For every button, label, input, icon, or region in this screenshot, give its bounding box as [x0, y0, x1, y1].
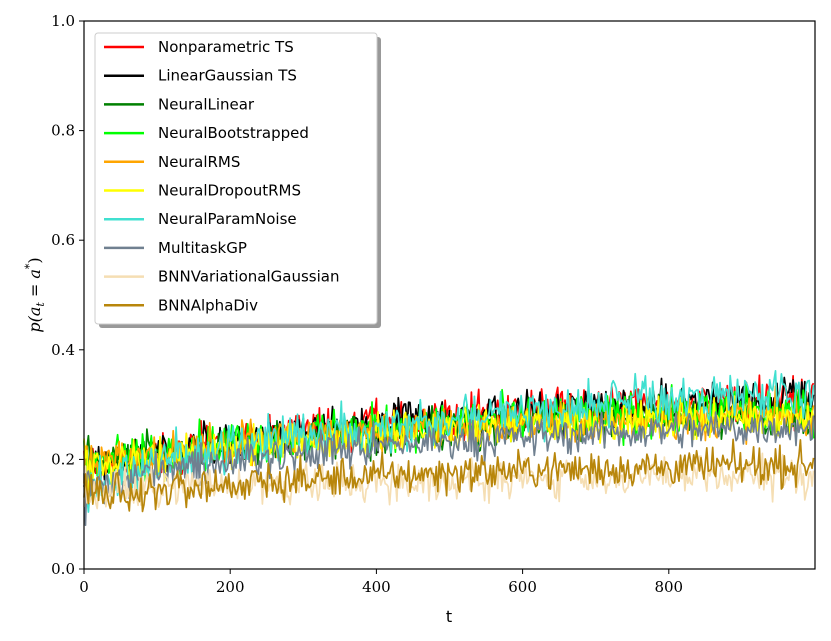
y-tick-label: 0.2: [51, 450, 75, 468]
legend-label: NeuralBootstrapped: [158, 124, 309, 142]
series-line-bnnalphadiv: [83, 438, 815, 513]
series-line-neuralparamnoise: [83, 370, 815, 513]
legend-label: BNNVariationalGaussian: [158, 268, 339, 286]
y-tick-label: 0.6: [51, 231, 75, 249]
x-axis-label: t: [446, 607, 452, 626]
legend-label: NeuralParamNoise: [158, 210, 297, 228]
y-tick-label: 1.0: [51, 12, 75, 30]
series-layer: [83, 370, 815, 527]
x-tick-label: 400: [362, 578, 391, 596]
legend-box: [94, 32, 378, 325]
y-tick-label: 0.8: [51, 122, 75, 140]
legend-label: BNNAlphaDiv: [158, 296, 258, 314]
y-axis: 0.0 0.2 0.4 0.6 0.8 1.0: [51, 12, 84, 578]
plot-frame: [83, 20, 816, 570]
y-tick-label: 0.4: [51, 341, 75, 359]
x-tick-label: 200: [216, 578, 245, 596]
x-tick-label: 600: [508, 578, 537, 596]
legend-label: NeuralLinear: [158, 95, 255, 113]
x-tick-label: 800: [654, 578, 683, 596]
legend-items: Nonparametric TS LinearGaussian TS NeuralL…: [104, 38, 339, 314]
y-tick-label: 0.0: [51, 560, 75, 578]
legend-label: NeuralDropoutRMS: [158, 182, 301, 200]
legend-label: MultitaskGP: [158, 239, 247, 257]
legend-label: Nonparametric TS: [158, 38, 294, 56]
legend-label: NeuralRMS: [158, 153, 240, 171]
legend-label: LinearGaussian TS: [158, 67, 297, 85]
y-axis-label: p(at = a*): [23, 257, 47, 332]
legend: Nonparametric TS LinearGaussian TS NeuralL…: [94, 32, 381, 328]
x-axis: 0 200 400 600 800: [79, 569, 683, 596]
x-tick-label: 0: [79, 578, 89, 596]
